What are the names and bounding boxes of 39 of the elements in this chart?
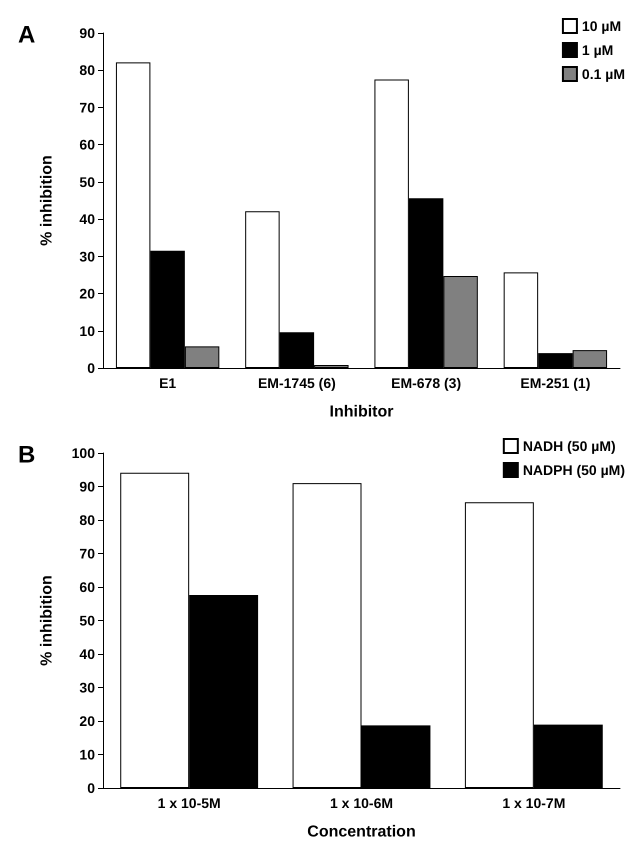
y-tick-label: 20 bbox=[79, 286, 96, 302]
legend-label: 10 µM bbox=[582, 18, 622, 34]
y-tick-label: 50 bbox=[79, 612, 96, 628]
y-tick-label: 100 bbox=[72, 445, 96, 461]
x-tick-label: 1 x 10-7M bbox=[502, 795, 566, 811]
y-tick-label: 70 bbox=[79, 546, 96, 562]
x-axis-title: Inhibitor bbox=[330, 404, 394, 420]
y-tick-label: 30 bbox=[79, 680, 96, 696]
x-axis-title: Concentration bbox=[307, 824, 416, 840]
legend-label: NADH (50 µM) bbox=[522, 438, 616, 454]
y-tick-label: 10 bbox=[79, 322, 96, 339]
y-tick-label: 0 bbox=[87, 360, 96, 376]
legend-label: 0.1 µM bbox=[582, 66, 626, 82]
chart-title: A bbox=[18, 22, 36, 48]
y-tick-label: 30 bbox=[79, 248, 96, 264]
y-tick-label: 0 bbox=[87, 780, 96, 796]
y-tick-label: 40 bbox=[79, 646, 96, 662]
y-tick-label: 80 bbox=[79, 62, 96, 78]
y-tick-label: 80 bbox=[79, 512, 96, 528]
x-tick-label: EM-678 (3) bbox=[391, 375, 462, 391]
legend-label: NADPH (50 µM) bbox=[522, 462, 626, 478]
y-tick-label: 20 bbox=[79, 713, 96, 729]
x-tick-label: EM-1745 (6) bbox=[258, 375, 336, 391]
chart-title: B bbox=[18, 442, 36, 468]
x-tick-label: EM-251 (1) bbox=[520, 375, 590, 391]
y-tick-label: 90 bbox=[79, 25, 96, 41]
x-tick-label: 1 x 10-5M bbox=[158, 795, 221, 811]
x-tick-label: E1 bbox=[159, 375, 176, 391]
legend-label: 1 µM bbox=[582, 42, 614, 58]
y-tick-label: 10 bbox=[79, 746, 96, 762]
y-axis-title: % inhibition bbox=[38, 155, 56, 246]
y-tick-label: 50 bbox=[79, 174, 96, 190]
y-axis-title: % inhibition bbox=[38, 575, 56, 666]
y-tick-label: 60 bbox=[79, 579, 96, 595]
x-tick-label: 1 x 10-6M bbox=[330, 795, 394, 811]
y-tick-label: 70 bbox=[79, 99, 96, 116]
y-tick-label: 90 bbox=[79, 478, 96, 494]
y-tick-label: 40 bbox=[79, 211, 96, 228]
y-tick-label: 60 bbox=[79, 136, 96, 153]
